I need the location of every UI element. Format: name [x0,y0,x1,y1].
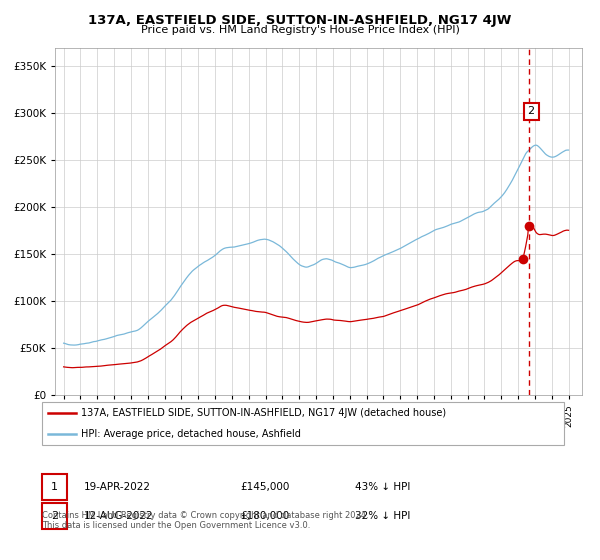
Text: 32% ↓ HPI: 32% ↓ HPI [355,511,410,521]
FancyBboxPatch shape [42,503,67,529]
Text: 137A, EASTFIELD SIDE, SUTTON-IN-ASHFIELD, NG17 4JW (detached house): 137A, EASTFIELD SIDE, SUTTON-IN-ASHFIELD… [81,408,446,418]
Text: HPI: Average price, detached house, Ashfield: HPI: Average price, detached house, Ashf… [81,429,301,439]
Text: Price paid vs. HM Land Registry's House Price Index (HPI): Price paid vs. HM Land Registry's House … [140,25,460,35]
Text: £180,000: £180,000 [241,511,290,521]
Text: Contains HM Land Registry data © Crown copyright and database right 2024.
This d: Contains HM Land Registry data © Crown c… [42,511,368,530]
FancyBboxPatch shape [42,474,67,500]
Text: 1: 1 [51,482,58,492]
Text: 43% ↓ HPI: 43% ↓ HPI [355,482,410,492]
Text: 137A, EASTFIELD SIDE, SUTTON-IN-ASHFIELD, NG17 4JW: 137A, EASTFIELD SIDE, SUTTON-IN-ASHFIELD… [88,14,512,27]
Text: 2: 2 [51,511,58,521]
Text: 12-AUG-2022: 12-AUG-2022 [84,511,154,521]
Text: 19-APR-2022: 19-APR-2022 [84,482,151,492]
Text: 2: 2 [527,106,535,116]
Text: £145,000: £145,000 [241,482,290,492]
FancyBboxPatch shape [42,402,564,445]
